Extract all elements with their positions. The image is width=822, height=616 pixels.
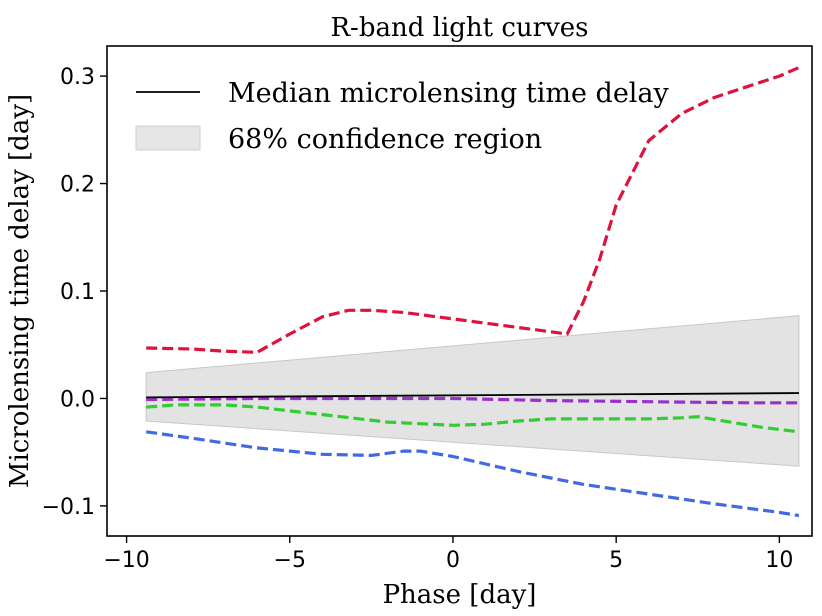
x-tick-label: −10 [103, 548, 149, 573]
y-axis: −0.1 0.0 0.1 0.2 0.3 [42, 65, 107, 520]
x-tick-label: 0 [446, 548, 460, 573]
x-axis-label: Phase [day] [383, 580, 537, 610]
y-tick-label: 0.3 [60, 65, 95, 90]
series-line-red [146, 66, 800, 354]
legend-median-label: Median microlensing time delay [228, 78, 670, 109]
y-tick-label: 0.0 [60, 387, 95, 412]
x-tick-label: 10 [765, 548, 793, 573]
chart-title: R-band light curves [330, 13, 588, 43]
plot-area [145, 66, 800, 518]
y-tick-label: 0.1 [60, 280, 95, 305]
y-tick-label: 0.2 [60, 173, 95, 198]
axes-frame [106, 45, 813, 537]
y-axis-label: Microlensing time delay [day] [5, 94, 35, 488]
legend-confidence-label: 68% confidence region [228, 124, 542, 155]
x-axis: −10 −5 0 5 10 [103, 536, 793, 573]
legend: Median microlensing time delay 68% confi… [135, 78, 670, 155]
confidence-band [145, 315, 800, 467]
series-line-green [146, 403, 800, 434]
median-line [146, 392, 799, 399]
series-line-blue [145, 430, 800, 518]
x-tick-label: −5 [274, 548, 306, 573]
series-line-purple [146, 396, 799, 405]
legend-confidence-swatch [135, 125, 201, 151]
x-tick-label: 5 [609, 548, 623, 573]
y-tick-label: −0.1 [42, 495, 95, 520]
